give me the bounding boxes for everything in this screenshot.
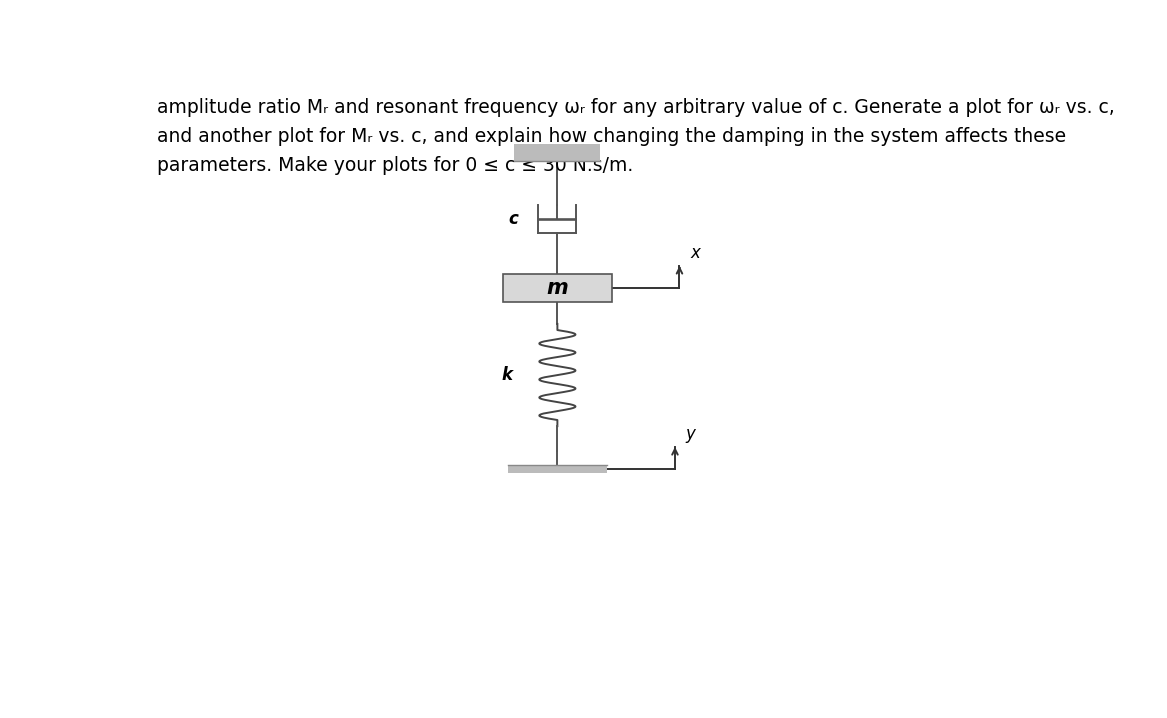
Text: k: k	[501, 366, 512, 384]
Bar	[508, 465, 607, 473]
Bar	[503, 274, 612, 302]
Text: m: m	[546, 278, 568, 298]
Text: amplitude ratio Mᵣ and resonant frequency ωᵣ for any arbitrary value of c. Gener: amplitude ratio Mᵣ and resonant frequenc…	[156, 98, 1114, 117]
Text: c: c	[509, 210, 518, 228]
Bar	[515, 144, 600, 161]
Text: parameters. Make your plots for 0 ≤ c ≤ 30 N.s/m.: parameters. Make your plots for 0 ≤ c ≤ …	[156, 156, 633, 174]
Text: x: x	[691, 244, 700, 262]
Text: y: y	[686, 425, 696, 443]
Text: and another plot for Mᵣ vs. c, and explain how changing the damping in the syste: and another plot for Mᵣ vs. c, and expla…	[156, 127, 1065, 146]
